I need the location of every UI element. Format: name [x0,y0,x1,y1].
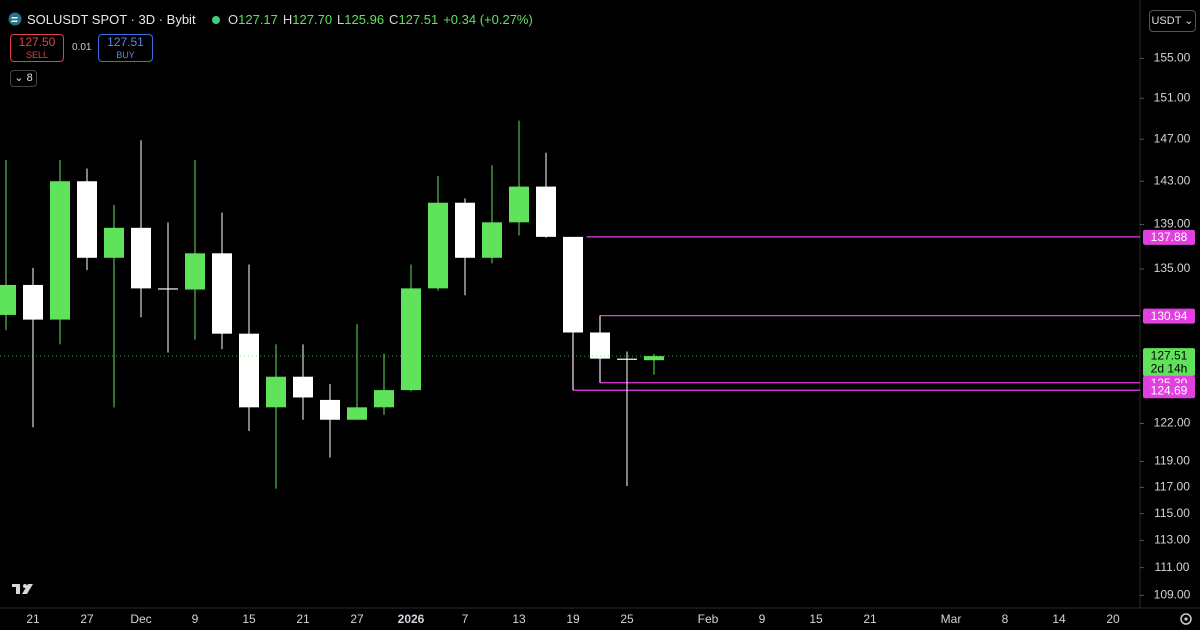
candle-body [158,288,178,290]
candle-body [482,222,502,258]
candle-body [536,186,556,237]
candle-body [23,284,43,320]
ohlc-value: 125.96 [344,12,385,27]
sell-button[interactable]: 127.50 SELL [10,34,64,62]
currency: USDT [1151,15,1182,27]
candle-body [374,390,394,408]
tv-logo [12,584,33,594]
ohlc-value: 127.17 [238,12,278,27]
sell-price: 127.50 [18,35,56,49]
candle-body [563,236,583,333]
symbol-icon [8,12,22,29]
x-tick-label: Feb [698,612,719,626]
x-tick-label: Dec [130,612,151,626]
level-label-box [1143,383,1195,399]
x-tick-label: 25 [620,612,634,626]
x-tick-label: 13 [512,612,526,626]
x-tick-label: 9 [192,612,199,626]
candle-body [239,333,259,408]
candle-body [509,186,529,223]
indicator-count: 8 [26,72,33,84]
candle-body [320,399,340,420]
x-tick-label: 21 [296,612,310,626]
y-tick-label: 119.00 [1154,454,1190,468]
last-price-label: 127.51 [1151,348,1188,362]
y-tick-label: 115.00 [1154,506,1190,520]
spread: 0.01 [72,42,92,53]
settings-icon[interactable] [1180,613,1192,625]
level-label-box [1143,308,1195,324]
sell-label: SELL [25,50,49,60]
candle-body [347,407,367,420]
x-tick-label: 9 [759,612,766,626]
x-tick-label: 15 [242,612,256,626]
candle-body [104,227,124,258]
y-tick-label: 109.00 [1154,588,1191,602]
x-tick-label: 21 [26,612,40,626]
buy-button[interactable]: 127.51 BUY [98,34,153,62]
candle-body [401,288,421,391]
y-tick-label: 113.00 [1154,533,1190,547]
ohlc-letter: C [389,12,399,27]
y-tick-label: 147.00 [1154,131,1191,145]
candle-body [185,253,205,290]
chevron: ⌄ [14,72,24,84]
x-tick-label: 21 [863,612,877,626]
level-label: 124.69 [1151,383,1188,397]
level-label: 137.88 [1151,230,1188,244]
ohlc-letter: L [337,12,345,27]
buy-label: BUY [116,50,135,60]
ohlc-legend: O127.17 H127.70 L125.96 C127.51 +0.34 (+0.27… [228,12,533,27]
x-tick-label: 14 [1052,612,1066,626]
candle-body [428,202,448,289]
x-tick-label: Mar [941,612,962,626]
last-price-box [1143,348,1195,377]
buy-price: 127.51 [107,35,144,49]
candle-body [617,358,637,360]
level-label-box [1143,229,1195,245]
candle-body [590,332,610,359]
candle-body [131,227,151,289]
candle-body [77,181,97,258]
y-tick-label: 111.00 [1155,560,1190,574]
indicator-toggle[interactable]: ⌄ 8 [10,70,37,87]
price-change: +0.34 (+0.27%) [443,12,533,27]
x-tick-label: 7 [462,612,469,626]
candle-body [0,284,16,315]
ohlc-value: 127.51 [398,12,439,27]
candle-body [50,181,70,320]
x-tick-label: 20 [1106,612,1120,626]
ohlc-value: 127.70 [292,12,333,27]
x-tick-label: 27 [350,612,364,626]
y-tick-label: 135.00 [1154,261,1191,275]
y-tick-label: 122.00 [1154,416,1191,430]
x-tick-label: 15 [809,612,823,626]
countdown: 2d 14h [1151,361,1188,375]
x-tick-label: 2026 [398,612,425,626]
candle-body [455,202,475,258]
y-tick-label: 139.00 [1154,217,1191,231]
y-tick-label: 151.00 [1154,90,1191,104]
y-tick-label: 155.00 [1154,51,1191,65]
x-tick-label: 8 [1002,612,1009,626]
symbol-title: SOLUSDT SPOT · 3D · Bybit [27,12,196,27]
y-tick-label: 117.00 [1154,479,1190,493]
candle-body [212,253,232,334]
status-dot [212,16,220,24]
currency-dropdown[interactable]: USDT ⌄ [1149,10,1196,32]
x-tick-label: 19 [566,612,580,626]
candle-body [644,356,664,361]
ohlc-letter: H [282,12,293,27]
x-tick-label: 27 [80,612,94,626]
ohlc-letter: O [228,12,239,27]
y-tick-label: 143.00 [1154,173,1191,187]
level-label: 130.94 [1151,309,1188,323]
candle-body [266,376,286,408]
candle-body [293,376,313,398]
